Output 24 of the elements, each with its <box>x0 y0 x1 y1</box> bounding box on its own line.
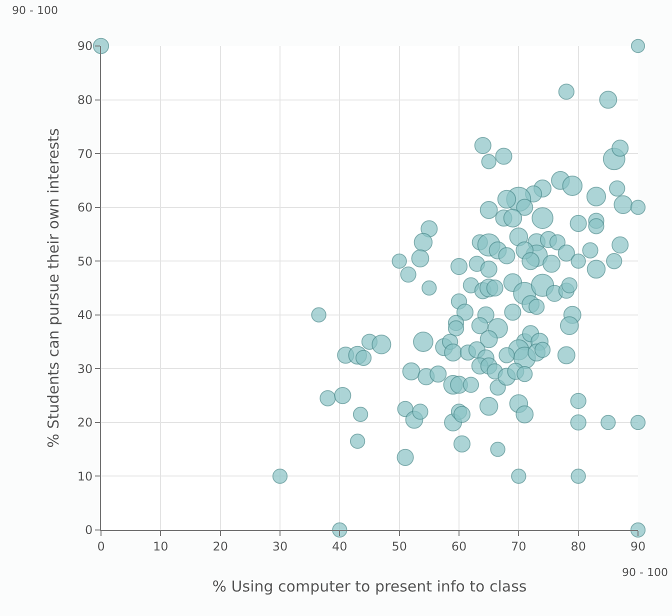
y-tick-label: 90 <box>77 39 93 54</box>
x-tick-label: 50 <box>392 539 407 554</box>
y-tick-label: 30 <box>77 362 93 376</box>
x-tick-label: 10 <box>153 539 168 554</box>
y-tick-label: 60 <box>77 200 93 215</box>
y-tick-label: 0 <box>84 523 93 538</box>
x-tick-label: 80 <box>570 539 586 554</box>
x-tick-label: 0 <box>97 539 105 554</box>
x-tick-label: 40 <box>332 539 348 554</box>
y-tick-label: 40 <box>77 308 93 322</box>
x-tick-label: 30 <box>272 539 288 554</box>
x-tick-label: 20 <box>212 539 228 554</box>
y-tick-label: 70 <box>77 146 93 161</box>
y-tick-label: 10 <box>77 469 93 484</box>
y-axis-title: % Students can pursue their own interests <box>44 128 63 448</box>
x-tick-label: 90 <box>630 539 646 554</box>
x-axis-title: % Using computer to present info to class <box>212 577 527 596</box>
text: 90 - 100 <box>622 566 668 579</box>
x-tick-label: 60 <box>451 539 467 554</box>
text: 90 - 100 <box>12 4 58 17</box>
y-tick-label: 20 <box>77 416 93 430</box>
x-tick-label: 70 <box>511 539 526 554</box>
y-tick-label: 80 <box>77 92 93 107</box>
y-tick-label: 50 <box>77 254 93 268</box>
